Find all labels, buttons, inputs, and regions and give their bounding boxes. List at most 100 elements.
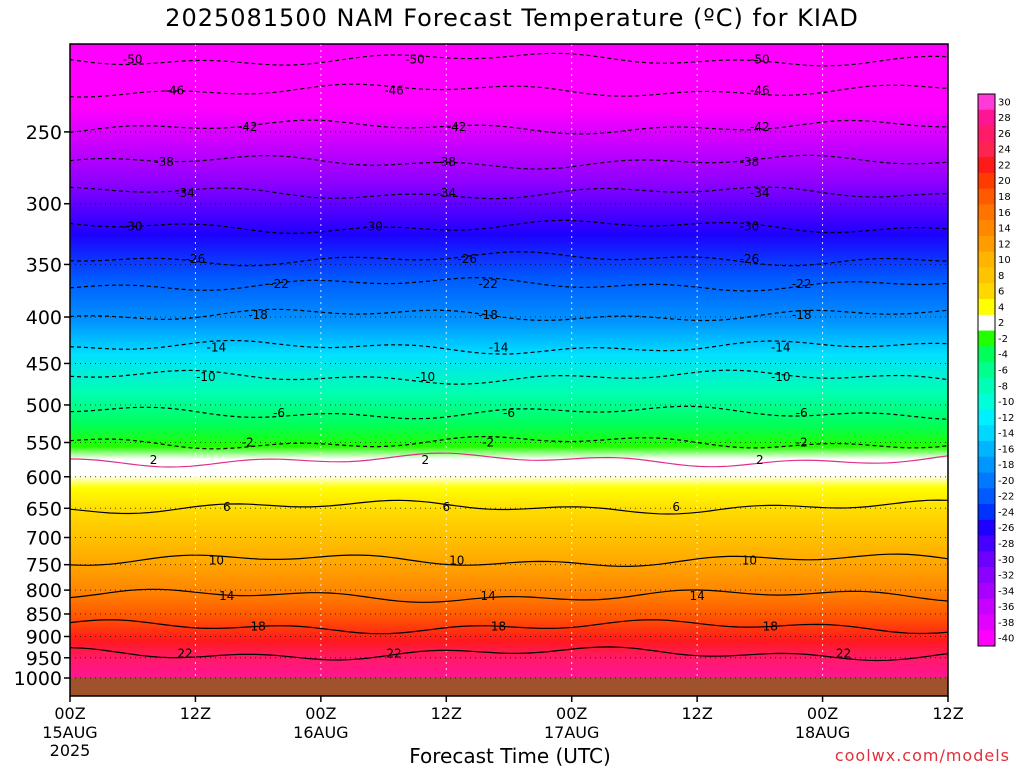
colorbar-swatch: [978, 172, 995, 190]
colorbar-swatch: [978, 614, 995, 631]
contour-label: -26: [186, 252, 206, 266]
colorbar-swatch: [978, 535, 995, 552]
colorbar-swatch: [978, 598, 995, 615]
colorbar-label: 28: [998, 113, 1011, 124]
x-tick-label: 00Z: [807, 704, 838, 723]
x-tick-date: 15AUG: [42, 723, 97, 742]
colorbar-swatch: [978, 409, 995, 426]
contour-label: -30: [740, 220, 760, 234]
contour-label: -34: [436, 186, 456, 200]
contour-line: [69, 588, 949, 603]
x-tick-date: 18AUG: [795, 723, 850, 742]
contour-line: [69, 646, 949, 662]
contour-label: -2: [482, 435, 494, 449]
colorbar-swatch: [978, 125, 995, 142]
colorbar-swatch: [978, 204, 995, 221]
colorbar-swatch: [978, 109, 995, 127]
y-tick-label: 500: [26, 395, 62, 417]
colorbar-swatch: [978, 519, 995, 537]
contour-label: 18: [763, 620, 778, 634]
colorbar-label: 2: [998, 318, 1004, 329]
y-tick-label: 750: [26, 555, 62, 577]
colorbar-swatch: [978, 377, 995, 395]
x-tick-year: 2025: [50, 741, 91, 760]
contour-label: 6: [442, 500, 450, 514]
contour-label: -2: [796, 435, 808, 449]
contour-label: -10: [416, 370, 436, 384]
colorbar-label: -26: [998, 523, 1014, 534]
contour-label: 22: [836, 647, 851, 661]
contour-label: -18: [792, 308, 812, 322]
colorbar-label: -22: [998, 492, 1014, 503]
contour-label: -26: [457, 252, 477, 266]
contour-line: [69, 452, 949, 468]
x-tick-label: 00Z: [556, 704, 587, 723]
y-tick-label: 550: [26, 432, 62, 454]
y-tick-label: 950: [26, 648, 62, 670]
contour-label: -22: [792, 277, 812, 291]
y-tick-label: 650: [26, 498, 62, 520]
contour-label: -22: [269, 277, 289, 291]
colorbar-swatch: [978, 94, 995, 111]
colorbar-swatch: [978, 314, 995, 332]
x-axis-label: Forecast Time (UTC): [409, 744, 611, 768]
contour-label: 10: [742, 553, 757, 567]
contour-label: 10: [449, 553, 464, 567]
colorbar-label: 8: [998, 271, 1004, 282]
colorbar-label: -18: [998, 460, 1014, 471]
contour-label: -18: [478, 308, 498, 322]
y-tick-label: 250: [26, 122, 62, 144]
contour-label: -14: [207, 340, 227, 354]
contour-label: -18: [248, 308, 268, 322]
contour-label: -50: [405, 52, 425, 66]
contour-label: 2: [150, 453, 158, 467]
contour-label: -38: [154, 155, 174, 169]
colorbar-label: -32: [998, 571, 1014, 582]
y-tick-label: 700: [26, 527, 62, 549]
colorbar-swatch: [978, 630, 995, 647]
y-tick-label: 350: [26, 254, 62, 276]
y-tick-label: 1000: [14, 668, 62, 690]
contour-label: -42: [447, 120, 467, 134]
contour-label: 14: [480, 589, 495, 603]
y-tick-label: 850: [26, 604, 62, 626]
contour-label: -50: [123, 52, 143, 66]
colorbar-label: -16: [998, 444, 1014, 455]
colorbar-label: 22: [998, 160, 1011, 171]
colorbar-swatch: [978, 582, 995, 600]
contour-label: -30: [123, 220, 143, 234]
contour-label: -42: [238, 120, 258, 134]
colorbar-swatch: [978, 157, 995, 174]
colorbar-swatch: [978, 346, 995, 363]
contour-line: [69, 619, 949, 635]
colorbar-swatch: [978, 567, 995, 584]
colorbar-label: 30: [998, 97, 1011, 108]
colorbar-swatch: [978, 551, 995, 568]
colorbar-label: 16: [998, 208, 1011, 219]
contour-label: -6: [503, 406, 515, 420]
colorbar-label: -36: [998, 602, 1014, 613]
contour-label: -6: [273, 406, 285, 420]
contour-label: -14: [489, 340, 509, 354]
colorbar-swatch: [978, 299, 995, 316]
colorbar-swatch: [978, 141, 995, 158]
colorbar-swatch: [978, 362, 995, 379]
colorbar-label: 4: [998, 302, 1004, 313]
ground-surface: [70, 678, 948, 696]
colorbar-label: -34: [998, 586, 1014, 597]
credit-link[interactable]: coolwx.com/models: [834, 746, 1010, 765]
y-tick-label: 400: [26, 307, 62, 329]
contour-label: -22: [478, 277, 498, 291]
colorbar-swatch: [978, 235, 995, 253]
colorbar-swatch: [978, 440, 995, 458]
x-tick-label: 00Z: [305, 704, 336, 723]
x-tick-label: 12Z: [932, 704, 963, 723]
colorbar-label: -12: [998, 413, 1014, 424]
y-axis: 2503003504004505005506006507007508008509…: [14, 122, 70, 690]
contour-label: -46: [750, 83, 770, 97]
y-tick-label: 600: [26, 467, 62, 489]
colorbar-label: -4: [998, 350, 1008, 361]
y-tick-label: 800: [26, 580, 62, 602]
colorbar-swatch: [978, 472, 995, 489]
